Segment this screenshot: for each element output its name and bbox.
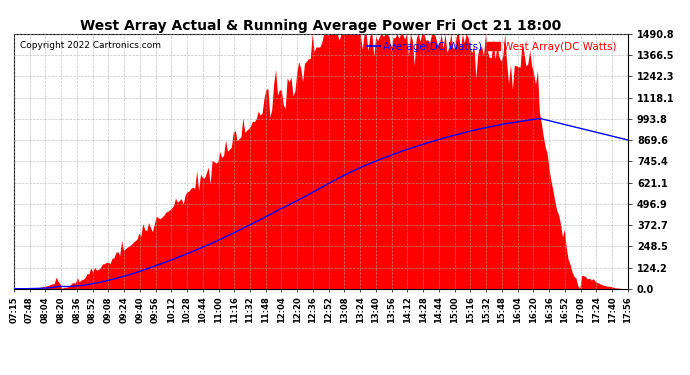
Title: West Array Actual & Running Average Power Fri Oct 21 18:00: West Array Actual & Running Average Powe… [80, 19, 562, 33]
Legend: Average(DC Watts), West Array(DC Watts): Average(DC Watts), West Array(DC Watts) [368, 42, 617, 51]
Text: Copyright 2022 Cartronics.com: Copyright 2022 Cartronics.com [20, 41, 161, 50]
